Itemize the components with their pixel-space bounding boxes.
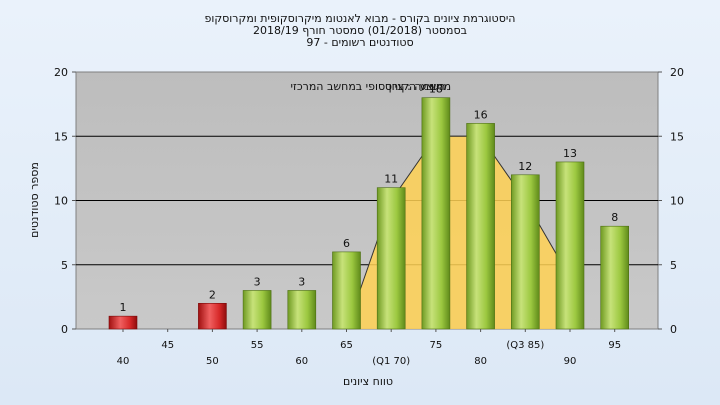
chart-title: היסטוגרמת ציונים בקורס - מבוא לאנטומ מיק… [205,12,516,49]
y-left-tick-label-10: 10 [54,195,68,208]
value-label-65: 6 [343,237,350,250]
value-label-40: 1 [120,301,127,314]
y-left-tick-label-20: 20 [54,66,68,79]
x-tick-label-55: 55 [251,340,264,351]
x-tick-label-85: (Q3 85) [506,340,544,351]
bar-70 [376,187,406,330]
y-left-tick-label-0: 0 [61,323,68,336]
x-tick-label-80: 80 [474,356,487,367]
value-label-70: 11 [384,173,398,186]
x-tick-label-60: 60 [295,356,308,367]
y-left-tick-label-15: 15 [54,130,68,143]
bar-40 [108,315,138,330]
y-axis-left: 0 5 10 15 20 [54,66,76,336]
title-line-1: היסטוגרמת ציונים בקורס - מבוא לאנטומ מיק… [205,12,516,25]
title-line-2: בסמסטר (01/2018) סמסטר חורף 2018/19 [253,24,467,37]
x-tick-label-95: 95 [608,340,621,351]
bar-65 [332,251,361,330]
x-tick-label-65: 65 [340,340,353,351]
y-right-tick-label-20: 20 [670,66,684,79]
y-right-tick-label-0: 0 [670,323,677,336]
annotation-label: ממוצע הקורס [385,80,451,93]
bar-50 [198,302,227,330]
value-label-60: 3 [298,275,305,288]
bar-90 [555,161,585,330]
bar-75 [421,97,451,330]
value-label-55: 3 [254,275,261,288]
bar-85 [510,174,540,330]
x-axis-title: טווח ציונים [343,375,393,388]
value-label-90: 13 [563,147,577,160]
value-label-85: 12 [518,160,532,173]
y-right-tick-label-5: 5 [670,259,677,272]
value-label-80: 16 [474,108,488,121]
bar-95 [600,225,630,330]
y-axis-title: מספר סטודנטים [28,162,41,238]
value-label-75: 18 [429,83,443,96]
bar-60 [287,290,317,330]
x-tick-label-90: 90 [564,356,577,367]
y-axis-right: 0 5 10 15 20 [658,66,684,336]
x-tick-label-40: 40 [117,356,130,367]
x-tick-label-50: 50 [206,356,219,367]
y-right-tick-label-15: 15 [670,130,684,143]
title-line-3: 97 - סטודנטים רשומים [306,36,413,49]
x-axis: 40 45 50 55 60 65 (Q1 70) 75 80 (Q3 85) 90 95 [117,329,621,367]
bars-layer [108,97,630,330]
x-tick-label-70: (Q1 70) [372,356,410,367]
value-label-95: 8 [611,211,618,224]
x-tick-label-45: 45 [161,340,174,351]
y-left-tick-label-5: 5 [61,259,68,272]
bar-55 [242,290,272,330]
y-right-tick-label-10: 10 [670,195,684,208]
x-tick-label-75: 75 [430,340,443,351]
annotation-overlay-label: רשימה : ציון סופי במחשב המרכזי [291,80,446,93]
bar-80 [466,123,495,330]
value-label-50: 2 [209,288,216,301]
